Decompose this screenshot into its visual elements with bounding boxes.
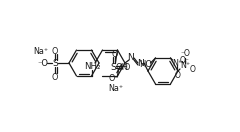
Text: O: O — [123, 63, 130, 72]
Text: ⁻O: ⁻O — [180, 50, 190, 58]
Text: O⁻: O⁻ — [108, 74, 119, 82]
Text: N⁺: N⁺ — [180, 62, 190, 70]
Text: Na⁺: Na⁺ — [108, 84, 123, 93]
Text: ⁻O: ⁻O — [37, 60, 48, 69]
Text: O: O — [111, 50, 118, 58]
Text: Na⁺: Na⁺ — [33, 48, 48, 56]
Text: OH: OH — [116, 63, 129, 72]
Text: O: O — [52, 46, 58, 55]
Text: O⁻: O⁻ — [180, 56, 189, 65]
Text: N⁺: N⁺ — [172, 58, 183, 67]
Text: O: O — [52, 72, 58, 81]
Text: HO: HO — [139, 60, 152, 69]
Text: N: N — [128, 53, 134, 62]
Text: S: S — [52, 60, 58, 69]
Text: O: O — [190, 65, 196, 74]
Text: S: S — [111, 63, 116, 72]
Text: NH₂: NH₂ — [84, 62, 101, 72]
Text: O: O — [174, 70, 180, 79]
Text: N: N — [138, 58, 144, 67]
